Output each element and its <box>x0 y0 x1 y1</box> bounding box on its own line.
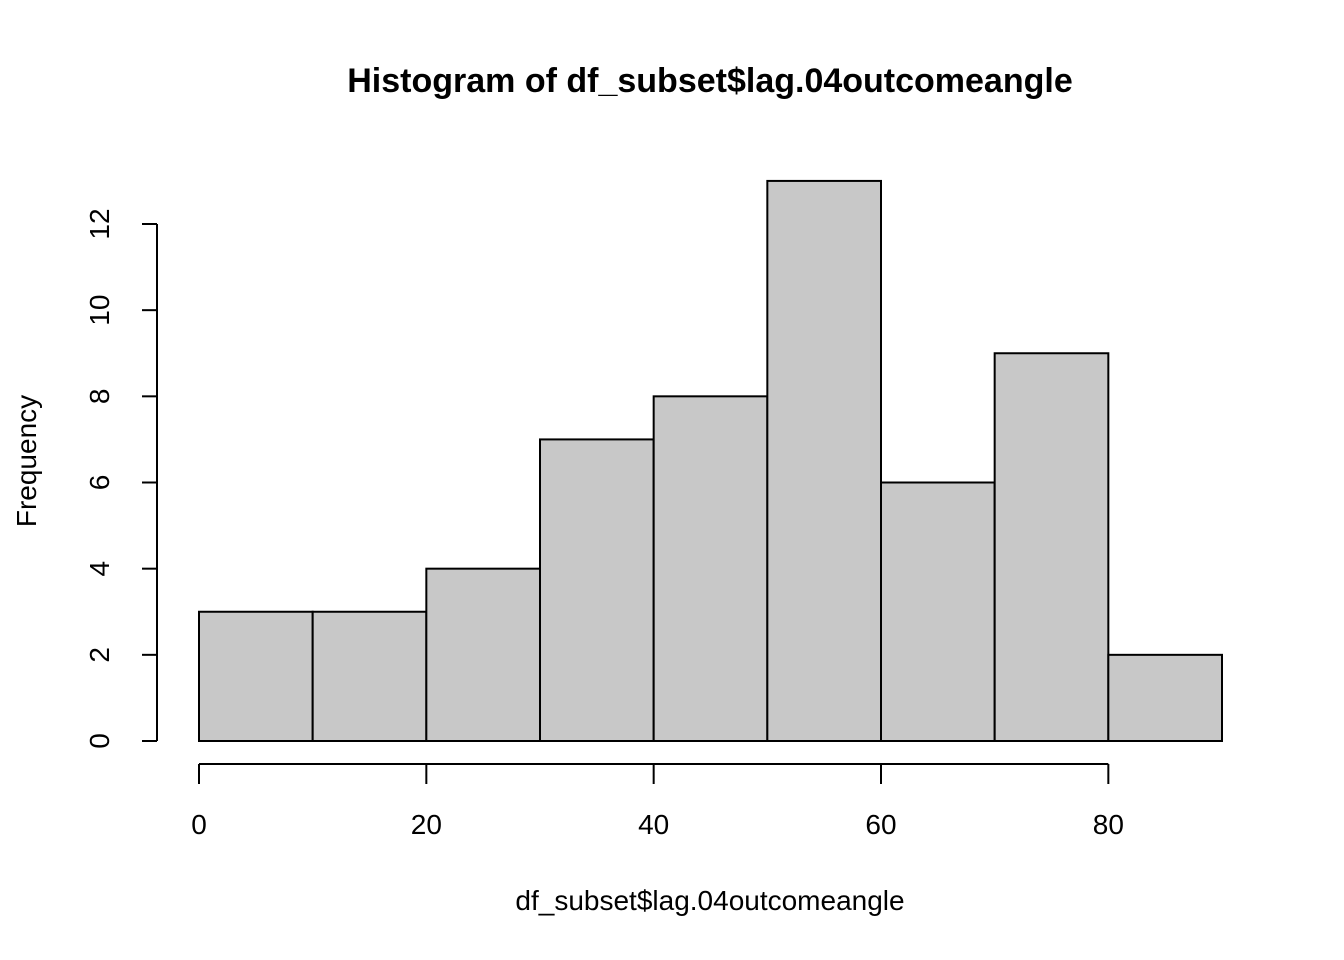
x-tick-label: 60 <box>865 809 896 840</box>
y-tick-label: 2 <box>84 647 115 663</box>
x-tick-label: 20 <box>411 809 442 840</box>
histogram-bar <box>311 610 428 742</box>
x-axis-label: df_subset$lag.04outcomeangle <box>515 885 904 916</box>
x-tick-label: 0 <box>191 809 207 840</box>
histogram-bar <box>766 179 882 742</box>
histogram-bar <box>652 395 769 742</box>
x-tick-label: 80 <box>1093 809 1124 840</box>
x-axis: 0 20 40 60 80 <box>191 763 1124 840</box>
chart-title: Histogram of df_subset$lag.04outcomeangl… <box>347 62 1073 100</box>
histogram-bar <box>539 438 655 742</box>
y-tick-label: 0 <box>84 733 115 749</box>
y-axis: 0 2 4 6 8 10 12 <box>84 208 158 749</box>
histogram-bar <box>880 481 996 742</box>
y-tick-label: 6 <box>84 475 115 491</box>
y-tick-label: 4 <box>84 561 115 577</box>
bars-group <box>198 179 1224 743</box>
x-tick-label: 40 <box>638 809 669 840</box>
y-tick-label: 8 <box>84 389 115 405</box>
histogram-bar <box>993 352 1110 742</box>
histogram-bar <box>425 567 542 743</box>
y-axis-label: Frequency <box>11 395 42 527</box>
y-tick-label: 10 <box>84 295 115 326</box>
histogram-bar <box>198 610 314 742</box>
y-tick-label: 12 <box>84 208 115 239</box>
histogram-bar <box>1107 653 1224 742</box>
